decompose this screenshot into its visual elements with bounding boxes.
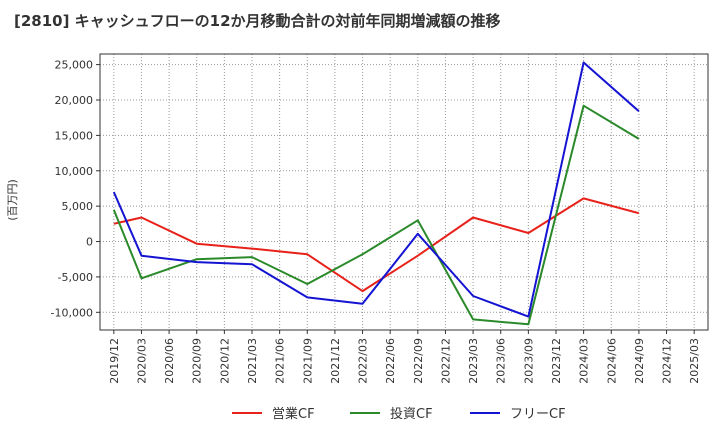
y-tick-label: -10,000 [51, 306, 93, 319]
x-tick-label: 2021/03 [246, 338, 259, 384]
series-line [113, 197, 640, 293]
y-tick-label: 10,000 [55, 165, 94, 178]
series-lines [112, 61, 640, 326]
y-tick-label: 15,000 [55, 129, 94, 142]
y-tick-label: 25,000 [55, 59, 94, 72]
x-tick-label: 2022/09 [412, 338, 425, 384]
x-tick-label: 2020/03 [135, 338, 148, 384]
y-axis-ticks: -10,000 -5,000 0 5,000 10,000 15,000 20,000 25,… [51, 59, 100, 319]
x-axis-ticks: 2019/12 2020/03 2020/06 2020/09 2020/12 2021/… [108, 330, 701, 384]
legend-label: フリーCF [510, 407, 566, 422]
y-tick-label: 5,000 [62, 200, 94, 213]
y-axis-label: (百万円) [6, 179, 19, 221]
grid-lines [100, 54, 708, 330]
series-line [112, 61, 640, 318]
x-tick-label: 2023/03 [467, 338, 480, 384]
legend-label: 投資CF [390, 406, 433, 422]
x-tick-label: 2020/06 [163, 338, 176, 384]
x-tick-label: 2024/09 [633, 338, 646, 384]
x-tick-label: 2022/03 [357, 338, 370, 384]
x-tick-label: 2021/12 [329, 338, 342, 384]
legend-label: 営業CF [272, 406, 315, 422]
x-tick-label: 2019/12 [108, 338, 121, 384]
x-tick-label: 2023/06 [495, 338, 508, 384]
x-tick-label: 2024/12 [661, 338, 674, 384]
legend: 営業CF 投資CF フリーCF [232, 406, 566, 422]
y-tick-label: -5,000 [58, 271, 93, 284]
y-tick-label: 20,000 [55, 94, 94, 107]
x-tick-label: 2025/03 [688, 338, 701, 384]
x-tick-label: 2020/12 [218, 338, 231, 384]
x-tick-label: 2022/06 [384, 338, 397, 384]
chart-title: [2810] キャッシュフローの12か月移動合計の対前年同期増減額の推移 [14, 12, 501, 30]
x-tick-label: 2021/09 [301, 338, 314, 384]
plot-border [99, 53, 709, 331]
y-tick-label: 0 [86, 236, 93, 249]
x-tick-label: 2024/06 [605, 338, 618, 384]
x-tick-label: 2024/03 [578, 338, 591, 384]
x-tick-label: 2023/12 [550, 338, 563, 384]
x-tick-label: 2023/09 [522, 338, 535, 384]
plot-area [100, 54, 708, 330]
x-tick-label: 2021/06 [274, 338, 287, 384]
x-tick-label: 2022/12 [439, 338, 452, 384]
series-line [112, 104, 640, 326]
x-tick-label: 2020/09 [191, 338, 204, 384]
